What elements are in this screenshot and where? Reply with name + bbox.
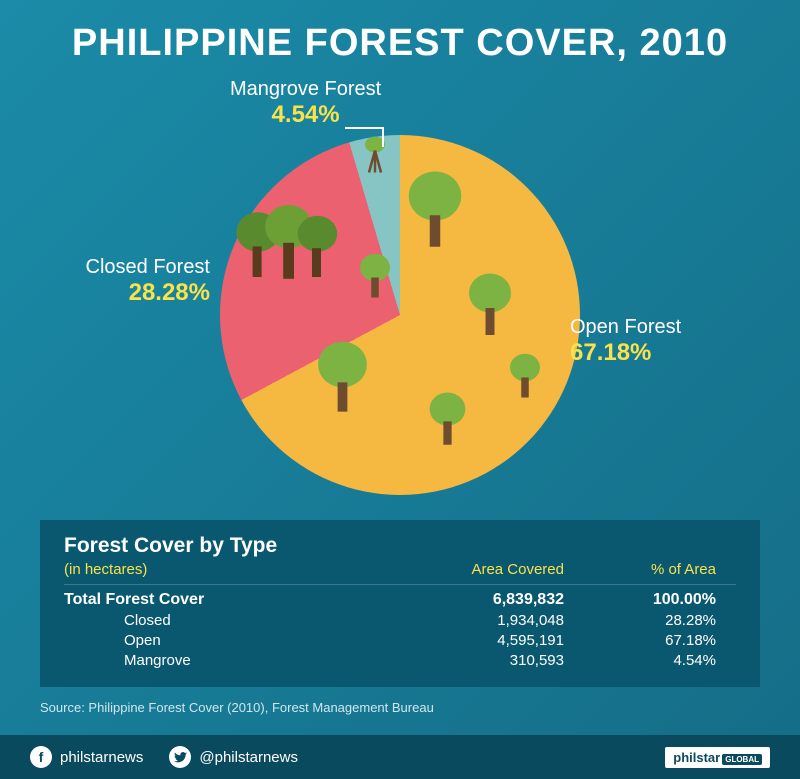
- footer: f philstarnews @philstarnews philstarGLO…: [0, 735, 800, 779]
- cell-area: 310,593: [364, 652, 564, 669]
- table-row-total: Total Forest Cover 6,839,832 100.00%: [64, 585, 736, 611]
- label-closed-name: Closed Forest: [50, 255, 210, 279]
- table-row: Mangrove 310,593 4.54%: [64, 651, 736, 671]
- brand-tag: GLOBAL: [722, 754, 762, 765]
- label-closed: Closed Forest 28.28%: [50, 255, 210, 308]
- brand-name: philstar: [673, 750, 720, 765]
- cell-label: Mangrove: [64, 652, 364, 669]
- facebook-link[interactable]: f philstarnews: [30, 746, 143, 768]
- label-open: Open Forest 67.18%: [570, 315, 681, 368]
- table-subtitle: (in hectares): [64, 561, 364, 578]
- table-row: Open 4,595,191 67.18%: [64, 631, 736, 651]
- source-text: Source: Philippine Forest Cover (2010), …: [40, 700, 434, 715]
- pie-slices: [220, 135, 580, 495]
- data-table: Forest Cover by Type (in hectares) Area …: [40, 520, 760, 687]
- twitter-link[interactable]: @philstarnews: [169, 746, 298, 768]
- page-title: PHILIPPINE FOREST COVER, 2010: [0, 0, 800, 65]
- cell-label: Open: [64, 632, 364, 649]
- cell-pct: 28.28%: [564, 612, 736, 629]
- label-open-pct: 67.18%: [570, 339, 681, 368]
- table-header-area: Area Covered: [364, 561, 564, 578]
- cell-pct: 100.00%: [564, 591, 736, 609]
- cell-area: 4,595,191: [364, 632, 564, 649]
- label-open-name: Open Forest: [570, 315, 681, 339]
- connector-line: [382, 127, 384, 147]
- table-row: Closed 1,934,048 28.28%: [64, 611, 736, 631]
- cell-label: Closed: [64, 612, 364, 629]
- pie-chart: Open Forest 67.18% Closed Forest 28.28% …: [0, 65, 800, 515]
- brand-logo: philstarGLOBAL: [665, 747, 770, 768]
- cell-label: Total Forest Cover: [64, 591, 364, 609]
- facebook-icon: f: [30, 746, 52, 768]
- table-header-pct: % of Area: [564, 561, 736, 578]
- cell-pct: 67.18%: [564, 632, 736, 649]
- pie-wrap: [220, 135, 580, 495]
- label-mangrove-name: Mangrove Forest: [230, 77, 381, 101]
- table-title: Forest Cover by Type: [64, 534, 736, 558]
- cell-area: 6,839,832: [364, 591, 564, 609]
- cell-pct: 4.54%: [564, 652, 736, 669]
- label-mangrove: Mangrove Forest 4.54%: [230, 77, 381, 130]
- twitter-handle: @philstarnews: [199, 749, 298, 766]
- table-header-row: (in hectares) Area Covered % of Area: [64, 561, 736, 585]
- cell-area: 1,934,048: [364, 612, 564, 629]
- twitter-icon: [169, 746, 191, 768]
- facebook-handle: philstarnews: [60, 749, 143, 766]
- label-closed-pct: 28.28%: [50, 279, 210, 308]
- connector-line: [345, 127, 383, 129]
- label-mangrove-pct: 4.54%: [230, 101, 381, 130]
